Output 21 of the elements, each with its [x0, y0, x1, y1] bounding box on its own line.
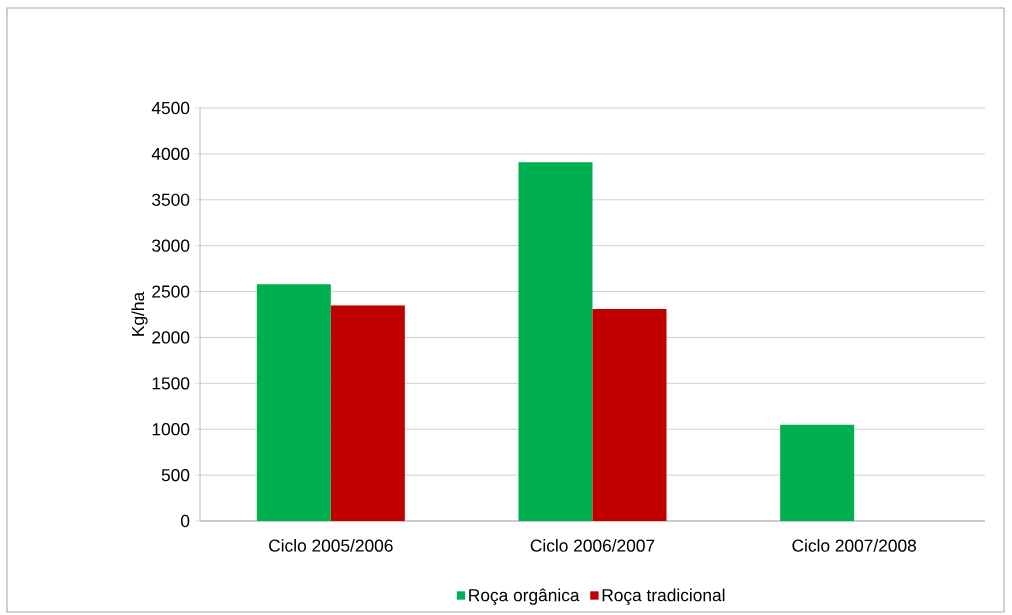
y-tick-label: 1500: [152, 377, 190, 390]
bar: [256, 284, 331, 521]
bar: [592, 309, 667, 521]
x-tick-label: Ciclo 2006/2007: [530, 539, 655, 552]
y-tick-label: 2000: [152, 331, 190, 344]
y-tick-label: 500: [161, 468, 190, 482]
x-tick-label: Ciclo 2007/2008: [792, 539, 917, 552]
y-tick-label: 4500: [151, 101, 190, 115]
y-axis-title: Kg/ha: [131, 291, 148, 336]
x-tick-label: Ciclo 2005/2006: [269, 539, 393, 552]
y-tick-label: 0: [180, 514, 190, 528]
legend-label: Roça tradicional: [602, 588, 725, 605]
y-tick-label: 3000: [152, 239, 190, 252]
y-tick-label: 1000: [152, 423, 190, 436]
bar: [518, 162, 593, 521]
y-tick-label: 3500: [152, 193, 190, 206]
y-tick-label: 2500: [152, 285, 190, 298]
bar: [780, 424, 855, 521]
y-tick-label: 4000: [151, 147, 190, 161]
bar: [330, 305, 405, 521]
legend-label: Roça orgânica: [469, 588, 580, 605]
